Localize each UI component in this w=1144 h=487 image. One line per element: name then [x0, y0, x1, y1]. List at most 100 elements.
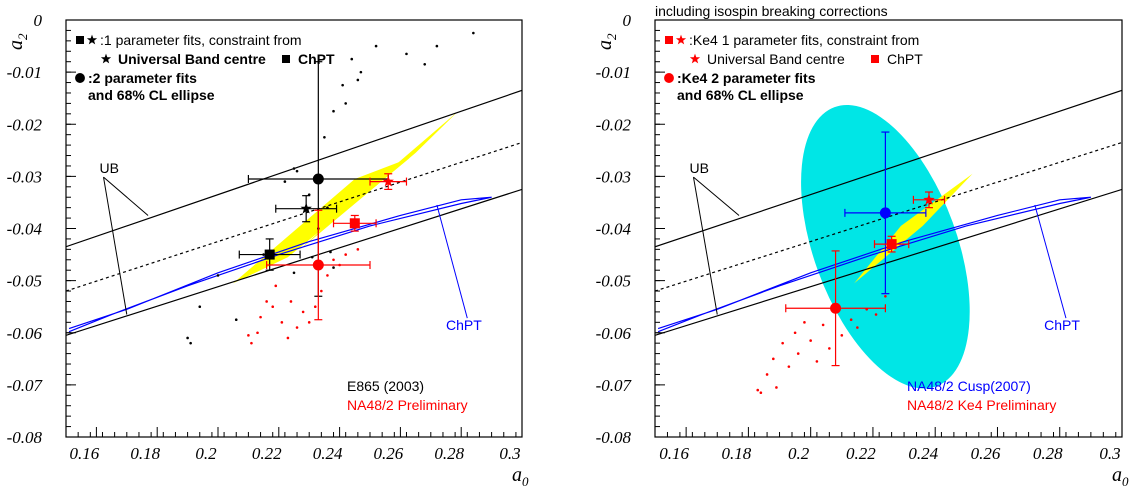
na48-ellipse-point — [884, 294, 887, 298]
data-point — [266, 209, 371, 321]
ub-label: UB — [100, 160, 119, 176]
data-point-square-marker — [264, 249, 275, 260]
data-point — [873, 235, 910, 253]
legend-text: :2 parameter fits — [88, 70, 197, 86]
legend-star-marker — [86, 34, 98, 45]
e865-ellipse-point — [359, 70, 363, 74]
ub-pointer-line — [692, 177, 718, 315]
na48-ellipse-point — [815, 360, 819, 363]
ub-lower-line — [655, 188, 1122, 336]
e865-ellipse-point — [423, 63, 427, 66]
y-tick-label: -0.02 — [596, 115, 632, 134]
x-tick-label: 0.26 — [374, 444, 404, 463]
y-tick-label: -0.07 — [7, 376, 44, 395]
y-tick-label: -0.06 — [596, 324, 632, 343]
chpt-contour — [68, 196, 492, 333]
x-tick-label: 0.3 — [1099, 444, 1120, 463]
plot-area — [655, 89, 1122, 394]
legend-star-marker — [689, 53, 701, 64]
na48-ellipse-point — [787, 365, 791, 368]
x-tick-label: 0.16 — [70, 444, 100, 463]
e865-ellipse-point — [292, 271, 296, 275]
e865-ellipse-point — [344, 102, 347, 105]
y-tick-label: -0.05 — [596, 272, 631, 291]
experiment-note: E865 (2003) — [347, 378, 424, 394]
ub-upper-line — [655, 89, 1122, 248]
data-point-star-marker — [923, 193, 935, 205]
na48-ellipse-point — [759, 391, 763, 394]
chpt-pointer-line — [436, 204, 468, 319]
x-tick-label: 0.22 — [846, 444, 876, 463]
na48-ellipse-point — [772, 357, 775, 361]
legend-square-marker — [665, 36, 673, 44]
data-point — [369, 173, 408, 191]
data-point-circle-marker — [879, 207, 891, 219]
ub-pointer-line — [103, 176, 149, 216]
data-point-circle-marker — [312, 173, 324, 185]
e865-ellipse-point — [350, 57, 354, 61]
na48-ellipse-point — [796, 352, 800, 355]
y-tick-label: -0.04 — [596, 220, 632, 239]
x-tick-label: 0.3 — [499, 444, 520, 463]
panel-heading: including isospin breaking corrections — [655, 3, 888, 19]
chpt-pointer-line — [1034, 204, 1067, 319]
e865-ellipse-point — [472, 31, 475, 35]
na48-ellipse-point — [809, 339, 812, 342]
right-panel: 0.16 0.18 0.2 0.22 0.24 0.26 0.28 0.3 0 -0.01 -0.0… — [594, 3, 1129, 487]
legend-square-marker — [282, 55, 290, 63]
e865-ellipse-point — [189, 341, 192, 345]
y-tick-label: -0.01 — [596, 63, 631, 82]
y-tick-label: -0.07 — [596, 376, 633, 395]
x-tick-label: 0.18 — [722, 444, 752, 463]
na48-ellipse-point — [286, 336, 290, 340]
y-tick-label: -0.08 — [596, 428, 632, 447]
y-tick-label: 0 — [623, 11, 632, 30]
legend-text: :Ke4 2 parameter fits — [677, 70, 816, 86]
x-tick-label: 0.28 — [434, 444, 464, 463]
data-point-square-marker — [349, 218, 360, 229]
y-tick-label: -0.08 — [7, 428, 43, 447]
na48-ellipse-point — [289, 300, 293, 303]
e865-ellipse-point — [216, 274, 220, 277]
x-tick-label: 0.18 — [130, 444, 160, 463]
e865-ellipse-point — [283, 180, 287, 183]
x-tick-label: 0.2 — [788, 444, 810, 463]
data-point — [912, 191, 946, 209]
data-point — [332, 214, 377, 232]
na48-ellipse-point — [295, 326, 299, 329]
data-point-square-marker — [886, 239, 897, 250]
na48-ellipse-point — [313, 305, 317, 308]
na48-ellipse-point — [765, 373, 769, 376]
y-tick-label: -0.06 — [7, 324, 43, 343]
y-tick-label: -0.03 — [7, 167, 42, 186]
data-point-star-marker — [382, 175, 394, 187]
x-tick-label: 0.24 — [313, 444, 343, 463]
x-tick-label: 0.28 — [1033, 444, 1063, 463]
yellow-band-0 — [854, 173, 973, 284]
na48-ellipse-point — [320, 289, 323, 293]
na48-ellipse-point — [265, 300, 268, 303]
na48-ellipse-point — [271, 305, 275, 308]
e865-ellipse-point — [341, 83, 344, 87]
na48-ellipse-point — [793, 331, 797, 335]
y-tick-label: -0.05 — [7, 272, 42, 291]
e865-ellipse-point — [292, 167, 296, 170]
chpt-label: ChPT — [1044, 317, 1080, 333]
na48-ellipse-point — [301, 310, 305, 314]
x-axis-title: a0 — [512, 464, 529, 487]
x-tick-label: 0.24 — [908, 444, 938, 463]
na48-ellipse-point — [259, 315, 262, 319]
e865-ellipse-point — [435, 44, 439, 48]
e865-ellipse-point — [323, 135, 326, 139]
x-tick-label: 0.26 — [971, 444, 1001, 463]
e865-ellipse-point — [356, 78, 360, 82]
legend-text: Universal Band centre — [118, 51, 266, 67]
left-panel: 0.16 0.18 0.2 0.22 0.24 0.26 0.28 0.3 0 -0.01 -0.0… — [5, 11, 529, 487]
na48-ellipse-point — [874, 313, 878, 316]
na48-ellipse-point — [828, 347, 831, 350]
legend-text: and 68% CL ellipse — [88, 87, 215, 103]
x-tick-label: 0.16 — [659, 444, 689, 463]
experiment-note: NA48/2 Preliminary — [347, 397, 468, 413]
y-axis-title: a2 — [5, 33, 30, 50]
na48-ellipse-point — [307, 321, 311, 324]
